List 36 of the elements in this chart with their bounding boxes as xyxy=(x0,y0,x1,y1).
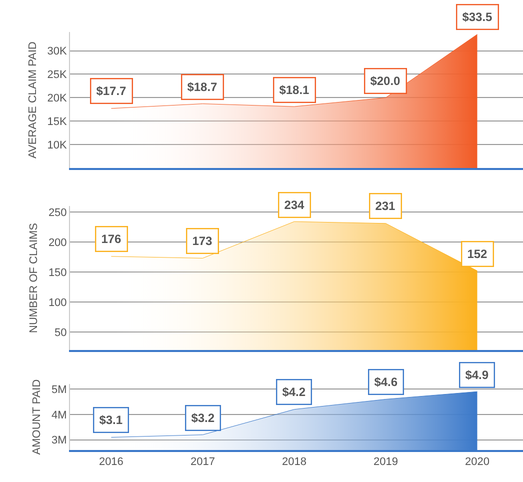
y-tick-label: 10K xyxy=(47,139,68,152)
data-label: $20.0 xyxy=(370,74,401,88)
data-label: 176 xyxy=(101,232,122,246)
x-tick-label: 2018 xyxy=(282,456,306,468)
data-label: $3.1 xyxy=(99,413,123,428)
y-tick-label: 250 xyxy=(48,206,67,219)
data-label: 152 xyxy=(467,247,488,262)
data-label: $33.5 xyxy=(462,10,493,24)
y-tick-label: 50 xyxy=(54,326,67,339)
x-tick-label: 2016 xyxy=(98,456,124,468)
y-axis-title: NUMBER OF CLAIMS xyxy=(28,222,40,334)
y-tick-label: 20K xyxy=(47,92,68,105)
y-tick-label: 150 xyxy=(48,266,67,279)
data-label: $18.1 xyxy=(279,83,310,98)
y-tick-label: 3M xyxy=(52,434,67,447)
y-tick-label: 5M xyxy=(52,384,67,396)
y-tick-label: 200 xyxy=(48,236,67,249)
data-label: $4.6 xyxy=(374,375,398,390)
data-label: $3.2 xyxy=(191,411,215,426)
y-tick-label: 30K xyxy=(47,46,68,58)
y-tick-label: 15K xyxy=(47,116,68,128)
data-label: $4.2 xyxy=(282,385,306,400)
data-label: $17.7 xyxy=(96,84,127,98)
y-axis-title: AMOUNT PAID xyxy=(31,379,44,455)
x-tick-label: 2019 xyxy=(373,456,398,468)
data-label: $18.7 xyxy=(187,80,218,94)
y-tick-label: 25K xyxy=(47,69,68,82)
x-tick-label: 2017 xyxy=(190,456,215,468)
data-label: 173 xyxy=(192,234,213,248)
data-label: 234 xyxy=(284,198,305,212)
data-label: 231 xyxy=(375,199,396,214)
x-tick-label: 2020 xyxy=(465,456,490,468)
data-label: $4.9 xyxy=(465,368,489,382)
y-tick-label: 100 xyxy=(48,296,67,309)
y-axis-title: AVERAGE CLAIM PAID xyxy=(26,41,39,158)
y-tick-label: 4M xyxy=(52,409,67,422)
